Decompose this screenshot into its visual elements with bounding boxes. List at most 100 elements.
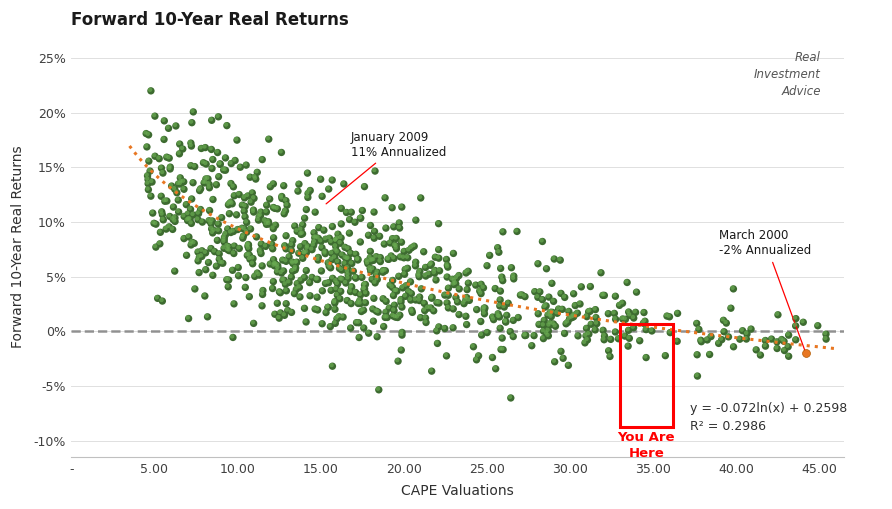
Point	[390, 313, 404, 321]
Point	[227, 183, 241, 191]
Point	[378, 267, 392, 275]
Point	[351, 318, 365, 326]
Point	[362, 246, 376, 254]
Point	[510, 228, 524, 236]
Point	[235, 234, 250, 242]
Point	[322, 234, 336, 242]
Point	[154, 208, 169, 216]
Point	[492, 295, 507, 303]
Point	[358, 183, 372, 191]
Point	[721, 332, 735, 340]
Point	[275, 194, 289, 203]
Point	[409, 296, 423, 304]
Point	[169, 188, 183, 196]
Point	[350, 255, 364, 263]
Point	[352, 237, 367, 245]
Point	[597, 335, 611, 344]
Point	[194, 251, 208, 260]
Point	[343, 207, 358, 215]
Point	[370, 333, 384, 341]
Point	[171, 180, 186, 188]
Point	[285, 273, 299, 281]
Point	[341, 268, 355, 276]
Point	[324, 264, 338, 272]
Point	[279, 300, 293, 308]
Point	[154, 210, 169, 218]
Point	[236, 193, 251, 201]
Point	[570, 331, 584, 339]
Point	[366, 265, 380, 273]
Point	[353, 213, 368, 221]
Point	[183, 240, 197, 248]
Point	[369, 307, 384, 315]
Point	[259, 242, 273, 250]
Point	[150, 293, 164, 301]
Point	[168, 214, 182, 222]
Point	[245, 189, 260, 197]
Point	[331, 280, 345, 288]
Point	[392, 219, 407, 227]
Point	[363, 256, 377, 264]
Point	[148, 219, 162, 227]
Point	[201, 313, 215, 321]
Point	[266, 233, 280, 241]
Point	[196, 159, 211, 167]
Point	[348, 249, 362, 258]
Point	[314, 319, 328, 327]
Point	[386, 305, 401, 314]
Point	[595, 325, 609, 333]
Point	[297, 249, 311, 257]
Point	[278, 244, 293, 252]
Point	[212, 159, 227, 167]
Point	[411, 271, 425, 279]
Point	[243, 255, 257, 263]
Point	[358, 298, 372, 306]
Point	[332, 263, 346, 271]
Point	[474, 290, 488, 298]
Point	[310, 275, 324, 284]
Point	[247, 172, 261, 180]
Point	[382, 280, 396, 288]
Point	[305, 273, 319, 281]
Point	[480, 262, 494, 270]
Point	[493, 287, 508, 295]
Point	[285, 259, 300, 267]
Point	[211, 149, 225, 157]
Point	[412, 273, 426, 281]
Point	[207, 225, 221, 234]
Point	[233, 163, 247, 172]
Point	[318, 247, 332, 255]
Point	[363, 266, 377, 274]
Point	[617, 331, 632, 339]
Point	[477, 303, 491, 311]
Point	[342, 214, 356, 222]
Point	[538, 301, 552, 309]
Point	[343, 288, 358, 296]
Point	[562, 314, 576, 322]
Point	[181, 314, 195, 322]
Point	[318, 279, 333, 288]
Point	[250, 269, 264, 277]
Point	[343, 249, 358, 258]
Point	[237, 201, 252, 209]
Point	[531, 293, 545, 301]
Point	[380, 314, 394, 322]
Point	[330, 257, 344, 265]
Point	[295, 254, 310, 262]
Point	[198, 144, 212, 152]
Point	[186, 210, 200, 218]
Point	[285, 257, 299, 265]
Point	[158, 224, 172, 232]
Point	[546, 319, 560, 327]
Point	[332, 294, 346, 302]
Point	[622, 308, 636, 316]
Point	[615, 314, 629, 322]
Point	[269, 261, 284, 269]
Point	[367, 227, 381, 235]
Point	[328, 319, 343, 327]
Point	[358, 279, 372, 288]
Point	[243, 172, 257, 180]
Point	[329, 277, 343, 285]
Point	[394, 327, 409, 335]
Point	[267, 203, 281, 211]
